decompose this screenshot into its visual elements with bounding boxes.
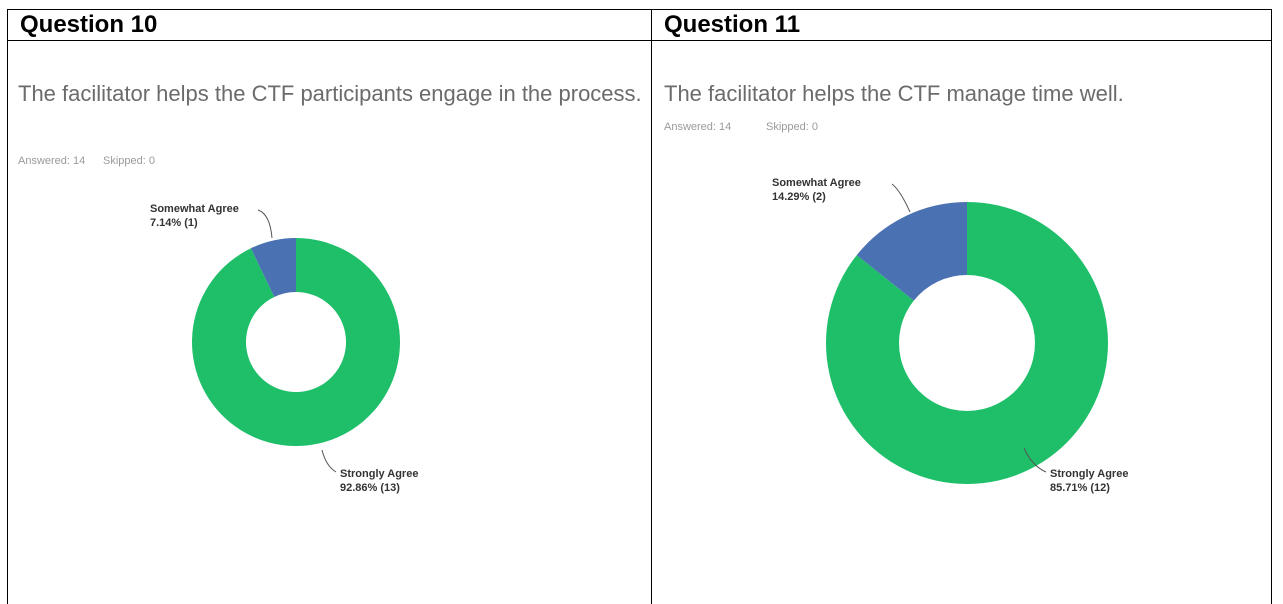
slice-label: Somewhat Agree [150, 203, 239, 215]
chart-title: The facilitator helps the CTF manage tim… [664, 81, 1124, 106]
donut-slice [191, 238, 401, 446]
leader-line [257, 209, 273, 239]
question-header: Question 11 [664, 11, 801, 38]
chart-title: The facilitator helps the CTF participan… [18, 81, 642, 106]
skipped-count: Skipped: 0 [103, 155, 155, 167]
slice-value-label: 85.71% (12) [1050, 482, 1110, 494]
donut-slice [826, 202, 1108, 485]
donut-slice [250, 238, 296, 297]
slice-value-label: 92.86% (13) [340, 482, 400, 494]
question-header: Question 10 [20, 11, 158, 38]
answered-count: Answered: 14 [18, 155, 86, 167]
leader-line [321, 449, 337, 473]
slice-value-label: 7.14% (1) [150, 217, 198, 229]
row-divider [7, 40, 1272, 41]
slice-label: Strongly Agree [340, 468, 418, 480]
column-divider [651, 9, 652, 604]
table-frame [7, 9, 1272, 604]
leader-line [1023, 447, 1047, 473]
slice-label: Strongly Agree [1050, 468, 1128, 480]
slice-label: Somewhat Agree [772, 177, 861, 189]
donut-slice [856, 202, 967, 301]
leader-line [891, 183, 911, 213]
answered-count: Answered: 14 [664, 121, 732, 133]
slice-value-label: 14.29% (2) [772, 191, 826, 203]
skipped-count: Skipped: 0 [766, 121, 818, 133]
